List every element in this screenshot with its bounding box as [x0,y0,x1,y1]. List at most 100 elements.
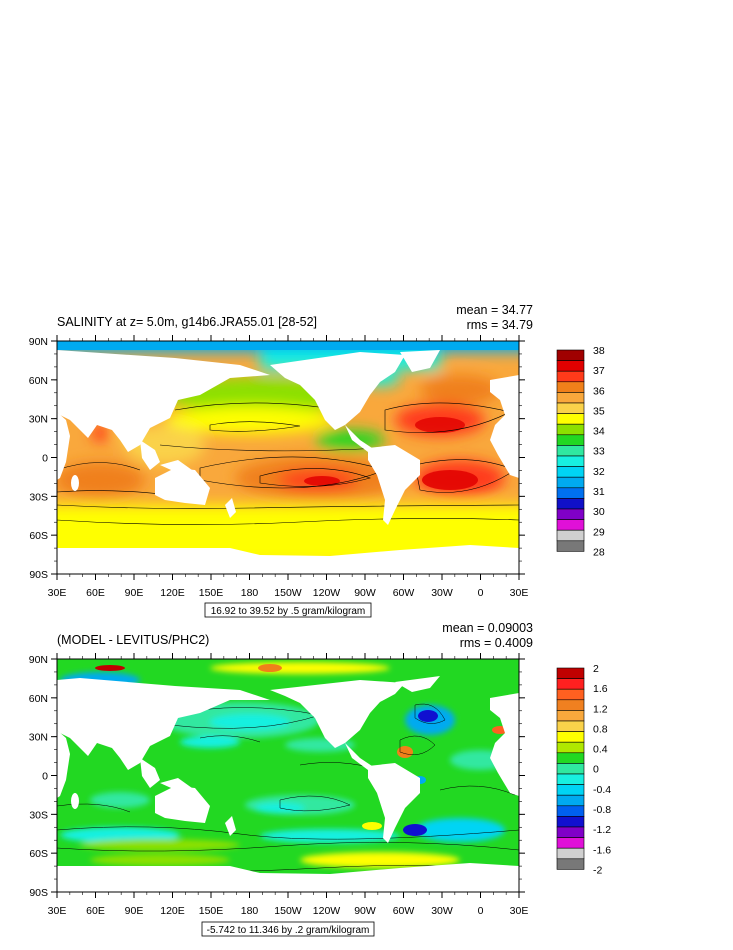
difference-colorbar: 2 1.6 1.2 0.8 0.4 0 -0.4 -0.8 -1.2 -1.6 -2 [556,663,611,876]
colorbar-box [556,392,585,404]
colorbar-label: 2 [593,663,599,675]
y-tick-label: 30S [29,809,48,821]
difference-contours [57,703,519,873]
y-tick-label: 60N [29,693,48,705]
colorbar-box [556,731,585,743]
colorbar-box [556,699,585,711]
diff-gulf-high [397,746,413,758]
colorbar-label: 1.6 [593,683,608,695]
x-tick-label: 180 [241,905,259,917]
x-tick-label: 120W [313,587,341,599]
colorbar-box [556,413,585,425]
colorbar-box [556,519,585,531]
x-tick-label: 30W [431,587,453,599]
colorbar-box [556,794,585,807]
colorbar-label: 29 [593,526,605,538]
difference-land [57,676,519,892]
difference-rms: rms = 0.4009 [460,636,533,650]
colorbar-box [556,487,585,499]
difference-contour-info-box [201,921,375,937]
colorbar-box [556,381,585,393]
x-tick-label: 90E [125,587,144,599]
colorbar-box [556,847,585,860]
colorbar-box [556,508,585,520]
x-tick-label: 0 [478,587,484,599]
salinity-panel: SALINITY at z= 5.0m, g14b6.JRA55.01 [28-… [29,303,605,618]
colorbar-label: 30 [593,506,605,518]
x-tick-label: 90E [125,905,144,917]
x-tick-label: 180 [241,587,259,599]
colorbar-box [556,752,585,764]
x-tick-label: 150W [274,587,302,599]
colorbar-box [556,402,585,414]
salinity-contour-info-box [204,602,372,618]
x-tick-label: 150E [199,905,224,917]
x-tick-label: 30E [48,905,67,917]
difference-axes: 30E 60E 90E 120E 150E 180 150W 120W 90W 60W 30W 0 30… [29,653,528,917]
x-tick-label: 60E [86,905,105,917]
colorbar-box [556,423,585,436]
difference-title: (MODEL - LEVITUS/PHC2) [57,633,209,647]
salinity-title: SALINITY at z= 5.0m, g14b6.JRA55.01 [28-… [57,315,317,329]
colorbar-box [556,763,585,775]
colorbar-box [556,466,585,478]
colorbar-label: -1.6 [593,844,611,856]
colorbar-box [556,710,585,722]
salinity-arctic-deep [57,341,519,350]
diff-south-yellow [362,822,382,830]
salinity-max-south-atlantic [422,470,478,490]
colorbar-box [556,498,585,510]
y-tick-label: 60S [29,530,48,542]
colorbar-label: 38 [593,345,605,357]
y-tick-label: 30N [29,414,48,426]
colorbar-box [556,773,585,785]
x-tick-label: 0 [478,905,484,917]
colorbar-box [556,529,585,542]
colorbar-box [556,667,585,679]
difference-panel: (MODEL - LEVITUS/PHC2) mean = 0.09003 rm… [29,621,611,937]
diff-arctic-high2 [95,665,125,671]
y-tick-label: 30S [29,491,48,503]
colorbar-box [556,434,585,446]
x-tick-label: 60W [393,905,415,917]
colorbar-label: 0 [593,764,599,776]
colorbar-label: -1.2 [593,824,611,836]
salinity-mean: mean = 34.77 [456,303,533,317]
x-tick-label: 150W [274,905,302,917]
colorbar-box [556,784,585,796]
y-tick-label: 0 [42,453,48,465]
colorbar-label: 1.2 [593,703,608,715]
salinity-contour-info: 16.92 to 39.52 by .5 gram/kilogram [211,606,366,617]
salinity-colorbar: 38 37 36 35 34 33 32 31 30 29 28 [556,345,605,558]
y-tick-label: 30N [29,732,48,744]
colorbar-box [556,688,585,701]
difference-mean: mean = 0.09003 [442,621,533,635]
colorbar-label: 0.4 [593,744,608,756]
colorbar-box [556,720,585,732]
x-tick-label: 30W [431,905,453,917]
colorbar-label: -0.8 [593,804,611,816]
colorbar-box [556,370,585,383]
colorbar-box [556,476,585,489]
x-tick-label: 90W [354,587,376,599]
colorbar-box [556,455,585,467]
y-tick-label: 90S [29,569,48,581]
colorbar-box [556,360,585,372]
colorbar-box [556,540,585,552]
colorbar-box [556,826,585,838]
y-tick-label: 60S [29,848,48,860]
difference-map [57,659,519,892]
colorbar-label: -2 [593,864,602,876]
colorbar-label: 34 [593,426,605,438]
diff-southatl [403,824,427,836]
x-tick-label: 120W [313,905,341,917]
x-tick-label: 120E [160,905,185,917]
colorbar-label: 36 [593,385,605,397]
salinity-max-south-pacific [304,476,340,486]
colorbar-box [556,349,585,361]
x-tick-label: 30E [48,587,67,599]
colorbar-label: 28 [593,546,605,558]
x-tick-label: 60E [86,587,105,599]
diff-labrador-low [418,710,438,722]
